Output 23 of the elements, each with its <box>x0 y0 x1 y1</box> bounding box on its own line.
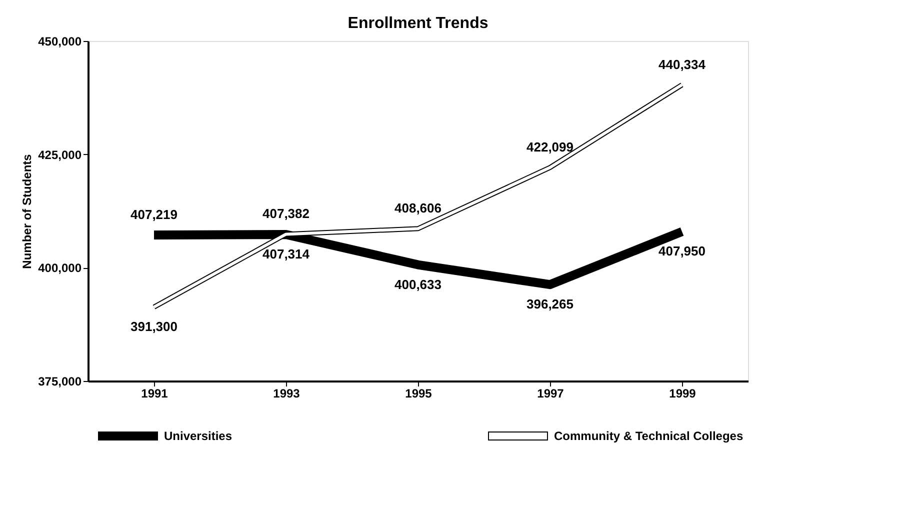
legend-label: Universities <box>164 429 232 443</box>
y-tick-label: 425,000 <box>38 148 82 162</box>
y-tick-label: 375,000 <box>38 374 82 388</box>
legend-label: Community & Technical Colleges <box>554 429 744 443</box>
x-tick-label: 1993 <box>273 386 300 400</box>
data-label: 407,382 <box>262 206 310 222</box>
data-label: 407,219 <box>130 206 178 222</box>
chart-title: Enrollment Trends <box>348 15 488 32</box>
data-label: 422,099 <box>526 139 574 154</box>
x-tick-label: 1997 <box>537 386 564 400</box>
y-axis-title: Number of Students <box>20 154 34 269</box>
x-tick-label: 1991 <box>141 386 168 400</box>
data-label: 440,334 <box>658 56 706 72</box>
x-tick-label: 1999 <box>669 386 696 400</box>
y-tick-label: 450,000 <box>38 34 82 48</box>
data-label: 407,314 <box>262 246 310 262</box>
data-label: 407,950 <box>658 244 706 259</box>
data-label: 391,300 <box>130 319 178 334</box>
y-tick-label: 400,000 <box>38 261 82 276</box>
x-tick-label: 1995 <box>405 386 432 400</box>
data-label: 408,606 <box>394 200 442 216</box>
data-label: 400,633 <box>394 276 442 292</box>
data-label: 396,265 <box>526 296 574 312</box>
